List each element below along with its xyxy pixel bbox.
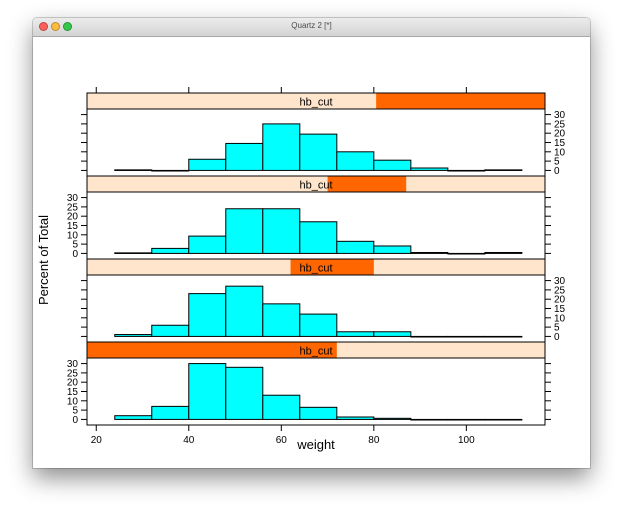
- histogram-bar: [151, 324, 190, 337]
- histogram-bar: [188, 235, 227, 254]
- y-tick-label: 25: [67, 368, 79, 379]
- histogram-bar: [373, 159, 412, 171]
- histogram-bar: [447, 169, 486, 172]
- histogram-bar: [262, 303, 301, 337]
- histogram-bar: [336, 240, 375, 254]
- histogram-bar: [410, 335, 449, 338]
- y-tick-label: 15: [554, 304, 566, 315]
- y-tick-label: 5: [72, 240, 78, 251]
- y-tick-label: 0: [554, 332, 560, 343]
- histogram-bar: [410, 418, 449, 421]
- histogram-bar: [299, 313, 338, 337]
- histogram-bar: [114, 415, 153, 420]
- y-tick-label: 10: [554, 313, 566, 324]
- histogram-bar: [114, 334, 153, 337]
- window-title: Quartz 2 [*]: [291, 21, 332, 30]
- histogram-bar: [299, 406, 338, 420]
- histogram-bar: [151, 169, 190, 172]
- y-tick-label: 10: [67, 396, 79, 407]
- y-axis-label: Percent of Total: [36, 215, 51, 305]
- histogram-bar: [336, 416, 375, 420]
- histogram-chart: weight Percent of Total hb_cut0510152025…: [36, 87, 566, 452]
- y-tick-label: 0: [72, 415, 78, 426]
- y-tick-label: 20: [554, 295, 566, 306]
- histogram-bar: [484, 169, 523, 171]
- x-axis-label: weight: [296, 437, 335, 452]
- histogram-bar: [410, 167, 449, 171]
- y-tick-label: 10: [554, 147, 566, 158]
- strip-label: hb_cut: [299, 263, 332, 275]
- strip-label: hb_cut: [299, 346, 332, 358]
- histogram-bar: [373, 417, 412, 420]
- histogram-bar: [484, 251, 523, 254]
- zoom-window-button[interactable]: [63, 22, 72, 31]
- y-tick-label: 30: [67, 359, 79, 370]
- y-tick-label: 15: [554, 138, 566, 149]
- strip-range-indicator: [376, 93, 545, 109]
- histogram-bar: [447, 252, 486, 255]
- y-tick-label: 20: [67, 212, 79, 223]
- histogram-bar: [225, 366, 264, 420]
- histogram-bar: [262, 394, 301, 420]
- histogram-bar: [262, 208, 301, 254]
- histogram-bar: [114, 169, 153, 171]
- y-tick-label: 15: [67, 221, 79, 232]
- y-tick-label: 20: [67, 378, 79, 389]
- minimize-window-button[interactable]: [51, 22, 60, 31]
- x-tick-label: 60: [276, 435, 288, 446]
- strip-range-indicator: [290, 259, 374, 275]
- y-tick-label: 10: [67, 230, 79, 241]
- y-tick-label: 30: [67, 193, 79, 204]
- histogram-bar: [484, 335, 523, 338]
- strip-label: hb_cut: [299, 180, 332, 192]
- y-tick-label: 15: [67, 387, 79, 398]
- strip-label: hb_cut: [299, 97, 332, 109]
- histogram-bar: [114, 252, 153, 254]
- x-tick-label: 40: [183, 435, 195, 446]
- y-tick-label: 0: [72, 249, 78, 260]
- y-tick-label: 25: [554, 285, 566, 296]
- histogram-bar: [447, 335, 486, 338]
- x-tick-label: 80: [368, 435, 380, 446]
- y-tick-label: 5: [554, 323, 560, 334]
- strip-range-indicator: [327, 176, 407, 192]
- y-tick-label: 30: [554, 276, 566, 287]
- histogram-bar: [151, 247, 190, 254]
- histogram-bar: [410, 251, 449, 254]
- title-bar[interactable]: Quartz 2 [*]: [33, 18, 590, 37]
- y-tick-label: 5: [554, 157, 560, 168]
- quartz-window: Quartz 2 [*] weight Percent of Total hb_…: [33, 18, 590, 468]
- histogram-bar: [225, 208, 264, 254]
- histogram-bar: [188, 158, 227, 171]
- histogram-bar: [225, 142, 264, 171]
- histogram-bar: [447, 418, 486, 421]
- y-tick-label: 25: [554, 119, 566, 130]
- histogram-bar: [336, 331, 375, 337]
- histogram-bar: [484, 418, 523, 421]
- strip-background: [87, 176, 545, 192]
- strip-range-indicator: [87, 342, 337, 358]
- histogram-bar: [299, 133, 338, 171]
- histogram-bar: [225, 285, 264, 337]
- y-tick-label: 30: [554, 110, 566, 121]
- x-tick-label: 20: [91, 435, 103, 446]
- y-tick-label: 5: [72, 406, 78, 417]
- x-tick-label: 100: [458, 435, 475, 446]
- histogram-bar: [262, 123, 301, 171]
- histogram-bar: [299, 221, 338, 254]
- histogram-bar: [373, 331, 412, 337]
- histogram-bar: [188, 293, 227, 337]
- close-window-button[interactable]: [39, 22, 48, 31]
- histogram-bar: [336, 151, 375, 171]
- y-tick-label: 0: [554, 166, 560, 177]
- y-tick-label: 20: [554, 129, 566, 140]
- histogram-bar: [151, 405, 190, 420]
- histogram-bar: [188, 363, 227, 420]
- histogram-bar: [373, 245, 412, 254]
- y-tick-label: 25: [67, 202, 79, 213]
